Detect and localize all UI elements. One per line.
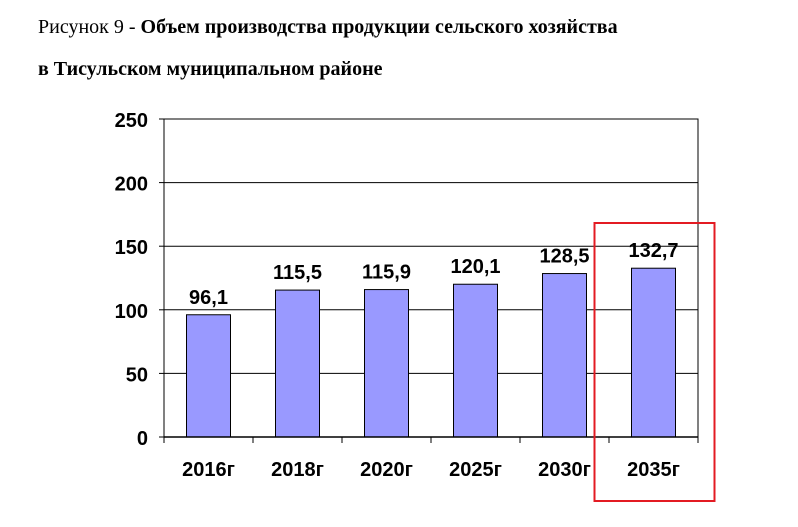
data-label-2035г: 132,7 xyxy=(628,240,678,262)
bar-2025г xyxy=(453,283,498,438)
x-tick-label-2018г: 2018г xyxy=(271,459,324,481)
data-label-2018г: 115,5 xyxy=(273,262,322,284)
bar-2035г xyxy=(631,267,676,438)
y-tick-label-50: 50 xyxy=(126,364,148,386)
y-tick-label-0: 0 xyxy=(137,428,148,450)
x-tick-label-2025г: 2025г xyxy=(449,459,502,481)
data-label-2020г: 115,9 xyxy=(362,262,411,284)
y-tick-label-100: 100 xyxy=(115,301,148,323)
plot-area xyxy=(163,118,699,438)
data-label-2016г: 96,1 xyxy=(189,287,228,309)
bar-2020г xyxy=(364,289,409,438)
x-tick-label-2035г: 2035г xyxy=(627,459,680,481)
gridlines xyxy=(163,118,699,438)
y-tick-label-200: 200 xyxy=(115,174,148,196)
bars xyxy=(186,267,676,438)
figure-number: Рисунок 9 - xyxy=(38,16,141,38)
y-tick-label-250: 250 xyxy=(115,110,148,132)
figure-title-line-1: Объем производства продукции сельского х… xyxy=(140,16,618,38)
highlight-box xyxy=(593,222,716,502)
data-label-2025г: 120,1 xyxy=(450,256,500,278)
figure-caption-line-1: Рисунок 9 - Объем производства продукции… xyxy=(38,16,618,39)
bar-2018г xyxy=(275,289,320,438)
bar-2030г xyxy=(542,273,587,438)
x-tick-label-2030г: 2030г xyxy=(538,459,591,481)
data-label-2030г: 128,5 xyxy=(539,246,589,268)
labels: 0 50 100 150 200 250 96,1 2016г 115,5 2018г 115,9 2… xyxy=(115,110,716,502)
x-tick-label-2016г: 2016г xyxy=(182,459,235,481)
figure-caption-line-2: в Тисульском муниципальном районе xyxy=(38,58,382,81)
x-tick-label-2020г: 2020г xyxy=(360,459,413,481)
bar-2016г xyxy=(186,314,231,438)
y-tick-label-150: 150 xyxy=(115,237,148,259)
axes xyxy=(159,118,699,443)
figure-title-line-2: в Тисульском муниципальном районе xyxy=(38,58,383,80)
